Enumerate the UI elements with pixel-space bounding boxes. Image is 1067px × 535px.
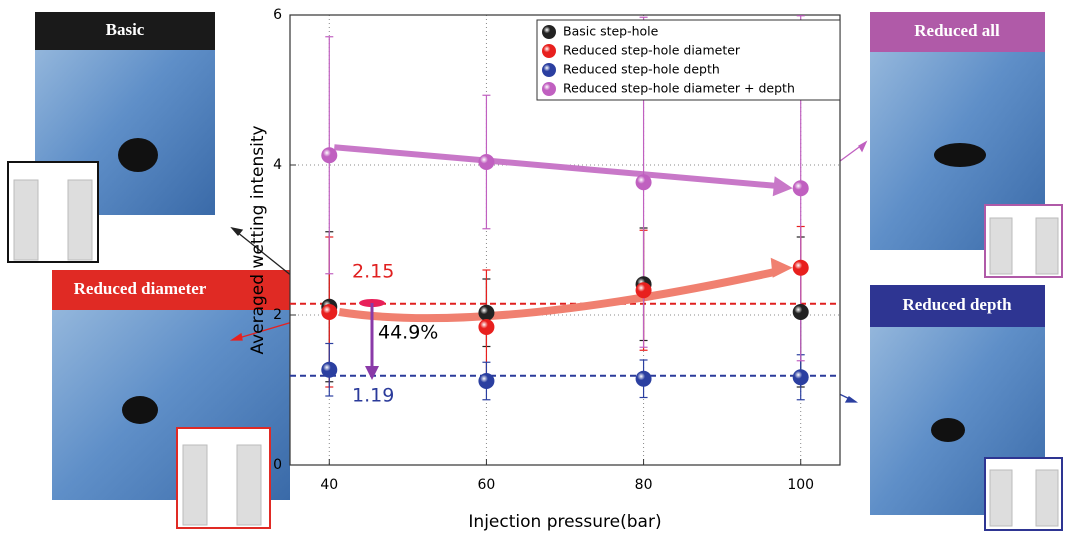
- legend-marker: [542, 63, 556, 77]
- x-tick-label: 100: [787, 477, 814, 493]
- marker: [792, 259, 809, 276]
- panel-header: [35, 12, 215, 50]
- trend-arrow: [338, 267, 777, 323]
- y-tick-label: 4: [273, 157, 282, 173]
- plot-frame: [289, 14, 841, 466]
- marker: [635, 174, 652, 191]
- marker: [321, 304, 338, 320]
- y-tick-label: 0: [273, 457, 282, 473]
- panel-title: Reduced all: [914, 21, 1000, 40]
- marker: [321, 361, 338, 378]
- x-tick-label: 40: [320, 477, 338, 493]
- marker: [792, 180, 809, 197]
- y-tick-label: 2: [273, 307, 282, 323]
- trend-arrowhead: [770, 257, 793, 278]
- panel-title: Reduced diameter: [74, 279, 207, 298]
- y-tick-label: 6: [273, 7, 282, 23]
- y-axis-label: Averaged wetting intensity: [248, 125, 268, 354]
- x-tick-label: 60: [478, 477, 496, 493]
- marker: [321, 147, 338, 164]
- plot: 0 2 4 6 40 60 80 100 Injection pressure(bar) Aver…: [248, 7, 841, 532]
- legend-marker: [542, 82, 556, 96]
- marker: [478, 319, 495, 335]
- panel-header: [52, 270, 290, 310]
- panel-reduced-depth: Reduced depth: [870, 285, 1063, 531]
- legend-box: [536, 19, 841, 101]
- reduction-arrowhead: [365, 366, 379, 380]
- panel-reduced-diameter: Reduced diameter: [52, 270, 290, 529]
- marker: [478, 154, 495, 170]
- marker: [478, 373, 495, 389]
- marker: [635, 282, 652, 299]
- panel-title: Reduced depth: [902, 295, 1012, 314]
- legend-marker: [542, 44, 556, 58]
- marker: [635, 370, 652, 387]
- trend-arrow: [334, 144, 781, 190]
- panel-header: [870, 12, 1045, 52]
- panel-basic: Basic: [7, 12, 215, 263]
- trend-arrowhead: [772, 176, 793, 197]
- x-axis-label: Injection pressure(bar): [468, 512, 661, 532]
- reference-label: 2.15: [352, 261, 394, 283]
- panel-reduced-all: Reduced all: [870, 12, 1063, 278]
- panel-title: Basic: [106, 20, 145, 39]
- panel-header: [870, 285, 1045, 327]
- legend-label: Reduced step-hole diameter + depth: [563, 81, 795, 96]
- reference-label: 1.19: [352, 385, 394, 407]
- x-tick-label: 80: [635, 477, 653, 493]
- legend-label: Basic step-hole: [563, 24, 659, 39]
- legend-label: Reduced step-hole depth: [563, 62, 720, 77]
- annotation: 44.9%: [378, 322, 438, 344]
- legend-marker: [542, 25, 556, 39]
- marker: [792, 369, 809, 386]
- marker: [792, 304, 809, 320]
- marker: [478, 304, 495, 321]
- legend-label: Reduced step-hole diameter: [563, 43, 741, 58]
